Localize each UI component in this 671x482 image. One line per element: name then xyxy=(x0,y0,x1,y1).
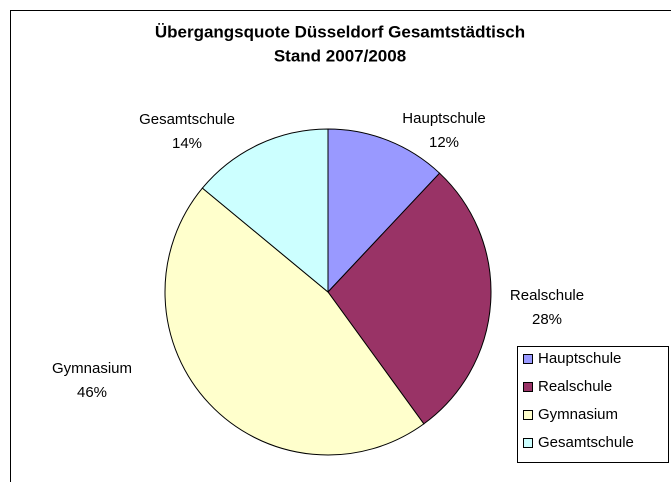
slice-value-label: 14% xyxy=(172,135,202,152)
legend xyxy=(517,346,669,463)
pie-slice xyxy=(201,128,329,294)
slice-category-label: Gesamtschule xyxy=(139,111,235,128)
chart-subtitle: Stand 2007/2008 xyxy=(274,46,406,65)
legend-label: Realschule xyxy=(538,378,612,395)
slice-value-label: 46% xyxy=(77,384,107,401)
slice-value-label: 12% xyxy=(429,134,459,151)
legend-swatch xyxy=(523,438,533,448)
legend-swatch xyxy=(523,354,533,364)
legend-swatch xyxy=(523,382,533,392)
legend-label: Gymnasium xyxy=(538,406,618,423)
legend-label: Gesamtschule xyxy=(538,434,634,451)
legend-label: Hauptschule xyxy=(538,350,621,367)
slice-category-label: Hauptschule xyxy=(402,110,485,127)
pie-slice xyxy=(164,187,425,456)
slice-category-label: Gymnasium xyxy=(52,360,132,377)
pie-slice xyxy=(327,128,441,294)
slice-category-label: Realschule xyxy=(510,287,584,304)
pie-slice xyxy=(327,172,492,425)
slice-value-label: 28% xyxy=(532,311,562,328)
legend-swatch xyxy=(523,410,533,420)
chart-title: Übergangsquote Düsseldorf Gesamtstädtisc… xyxy=(155,22,525,41)
